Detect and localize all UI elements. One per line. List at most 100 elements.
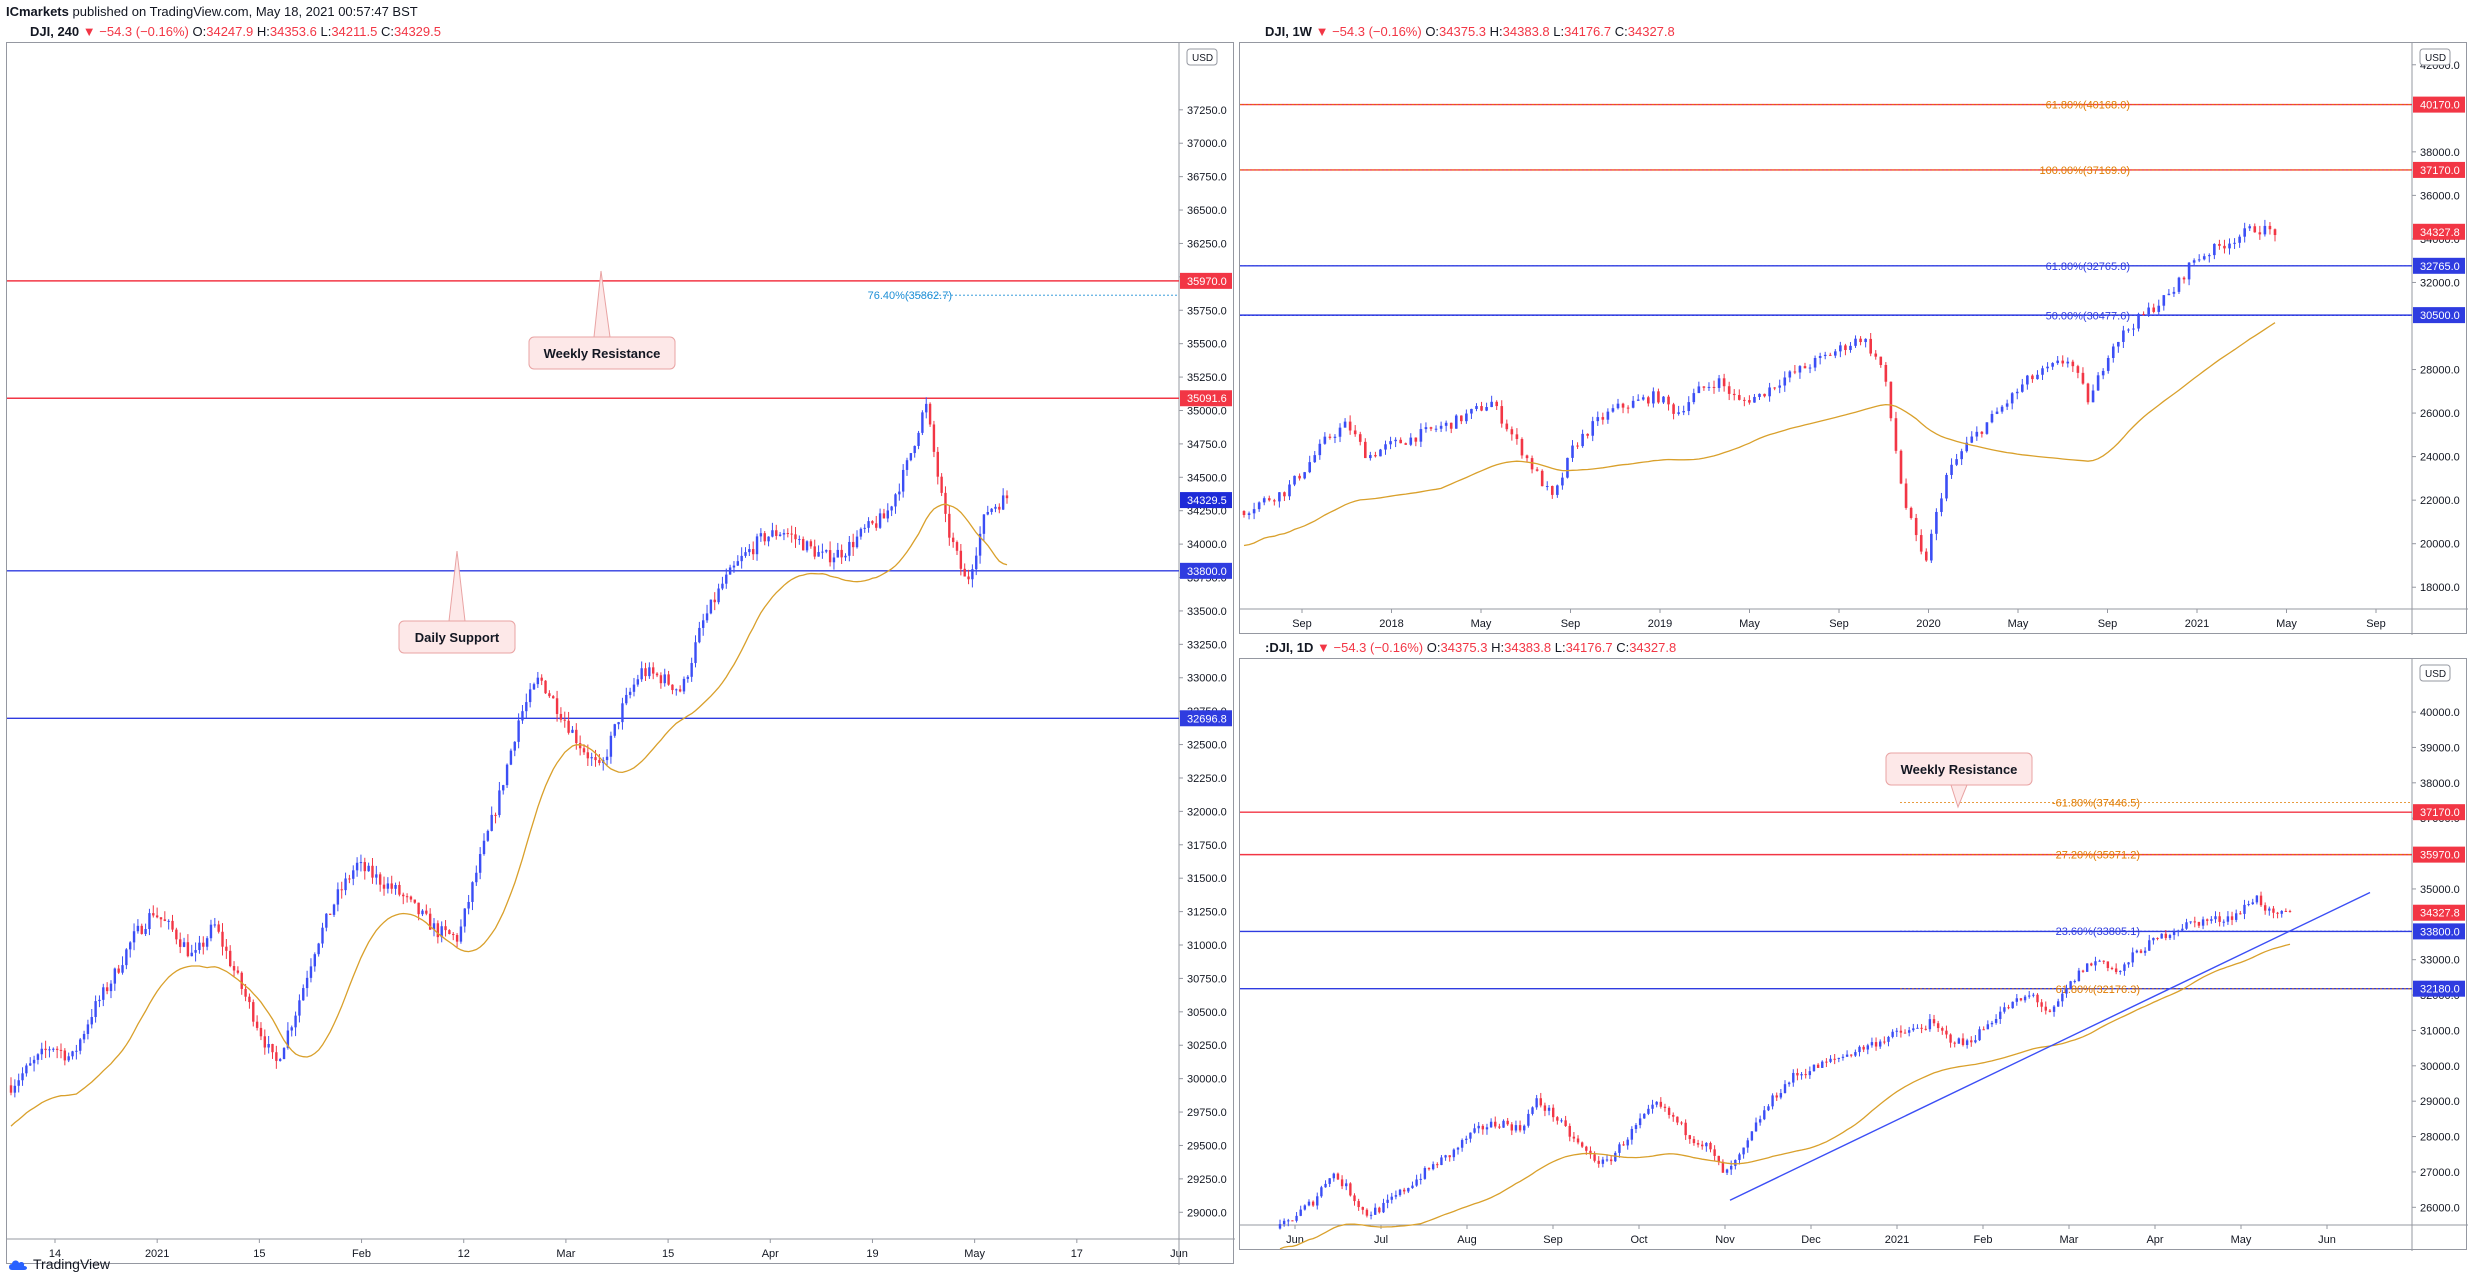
candle-body	[336, 889, 340, 905]
y-tick-label: 31000.0	[2420, 1025, 2460, 1037]
candle-body	[482, 840, 486, 855]
candle-body	[2142, 313, 2145, 315]
moving-average-line	[1243, 322, 2276, 547]
support-price-label: 32180.0	[2420, 984, 2460, 996]
candle-body	[1419, 429, 1423, 442]
support-price-label: 32696.8	[1187, 713, 1227, 725]
candle-body	[1431, 1164, 1435, 1170]
candle-body	[2181, 928, 2184, 931]
daily-chart-svg[interactable]: 40000.039000.038000.037000.035000.033000…	[1240, 659, 2468, 1251]
candle-body	[940, 476, 943, 493]
last-price-tag	[1180, 492, 1232, 509]
candle-body	[340, 889, 343, 891]
y-tick-label: 27000.0	[2420, 1167, 2460, 1179]
candle-body	[871, 521, 874, 524]
candle-body	[471, 882, 474, 902]
candle-body	[332, 904, 336, 915]
candle-body	[655, 673, 659, 676]
y-tick-label: 33500.0	[1187, 606, 1227, 618]
candle-body	[2073, 981, 2076, 983]
y-tick-label: 36750.0	[1187, 172, 1227, 184]
candle-body	[1903, 1032, 1907, 1034]
candle-body	[1813, 357, 1817, 368]
x-tick-label: Feb	[1974, 1234, 1993, 1246]
candle-body	[1662, 396, 1665, 403]
candle-body	[932, 424, 936, 452]
x-tick-label: May	[1471, 618, 1492, 630]
candle-body	[2288, 911, 2292, 913]
candle-body	[2041, 368, 2044, 375]
candle-body	[1448, 1155, 1451, 1158]
candle-body	[1564, 1120, 1567, 1126]
candle-body	[1444, 422, 1448, 426]
candle-body	[1580, 1142, 1584, 1147]
candle-body	[1543, 1105, 1547, 1111]
candle-body	[582, 748, 586, 753]
candle-body	[2239, 913, 2242, 915]
candle-body	[490, 814, 493, 831]
weekly-chart-panel[interactable]: 42000.0 38000.0 36000.0 34000.0 32000.0 28000…	[1239, 42, 2468, 635]
y-tick-label: 34750.0	[1187, 439, 1227, 451]
candle-body	[494, 814, 497, 816]
candle-body	[1874, 353, 1878, 357]
candle-body	[2263, 905, 2267, 911]
last-price-tag	[2413, 223, 2465, 240]
candle-body	[748, 549, 751, 553]
candle-body	[698, 627, 701, 643]
x-tick-label: Sep	[1292, 618, 1312, 630]
candle-body	[1456, 1147, 1460, 1150]
candle-body	[1293, 475, 1296, 485]
fib-label: 61.80%(32765.8)	[2046, 261, 2130, 273]
tradingview-logo[interactable]: TradingView	[8, 1256, 110, 1272]
resistance-price-tag	[2413, 161, 2465, 178]
candle-body	[102, 987, 105, 1000]
candle-body	[1729, 1165, 1733, 1170]
x-tick-label: 2021	[145, 1248, 169, 1260]
candle-body	[1707, 386, 1711, 388]
candle-body	[1870, 1042, 1874, 1046]
support-price-tag	[2413, 257, 2465, 274]
candle-body	[1505, 423, 1509, 430]
candle-body	[2226, 916, 2230, 922]
candle-body	[152, 913, 155, 916]
candle-body	[1957, 1038, 1961, 1044]
weekly-chart-svg[interactable]: 42000.038000.036000.034000.032000.028000…	[1240, 43, 2468, 635]
y-tick-label: 31000.0	[1187, 940, 1227, 952]
x-tick-label: Nov	[1715, 1234, 1735, 1246]
y-tick-label: 38000.0	[2420, 147, 2460, 159]
left-close: 34329.5	[393, 24, 441, 39]
candle-body	[1345, 1183, 1348, 1187]
y-tick-label: 29000.0	[2420, 1096, 2460, 1108]
candle-body	[17, 1080, 20, 1086]
candle-body	[2061, 360, 2065, 364]
candle-body	[809, 541, 813, 547]
candle-body	[1477, 1125, 1480, 1129]
candle-body	[1303, 472, 1306, 479]
candle-body	[436, 923, 440, 938]
candle-body	[1550, 486, 1554, 495]
candle-body	[2036, 374, 2039, 380]
candle-body	[1821, 1061, 1824, 1068]
left-chart-panel[interactable]: 37250.037000.036750.036500.036250.036000…	[6, 42, 1235, 1265]
daily-chart-panel[interactable]: 40000.039000.038000.037000.035000.033000…	[1239, 658, 2468, 1251]
candle-body	[2123, 964, 2126, 971]
candle-body	[1778, 385, 1782, 388]
candle-body	[1787, 1082, 1791, 1085]
candle-body	[352, 870, 355, 879]
candle-body	[2137, 313, 2140, 329]
candle-body	[125, 949, 128, 966]
y-tick-label: 40000.0	[2420, 707, 2460, 719]
candle-body	[621, 703, 624, 723]
resistance-price-tag	[1180, 390, 1232, 407]
candle-body	[1318, 443, 1322, 456]
candle-body	[886, 510, 889, 519]
candle-body	[1616, 403, 1620, 409]
candle-body	[2065, 988, 2068, 994]
candle-body	[1454, 415, 1458, 429]
candle-body	[48, 1049, 51, 1051]
candle-body	[1949, 1034, 1952, 1043]
left-chart-svg[interactable]: 37250.037000.036750.036500.036250.036000…	[7, 43, 1235, 1265]
candle-body	[2248, 226, 2252, 229]
candle-body	[1936, 1023, 1940, 1029]
candle-body	[1713, 1149, 1716, 1156]
